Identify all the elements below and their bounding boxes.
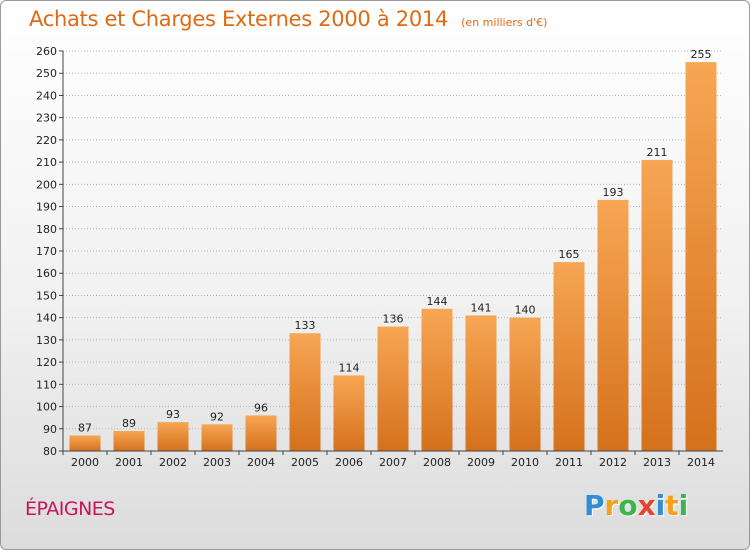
y-tick-label: 130 (36, 334, 57, 347)
x-axis: 2000 2001 2002 2003 2004 2005 2006 2007 2008 2009… (62, 450, 723, 469)
y-tick-label: 90 (43, 423, 57, 436)
x-tick-label: 2006 (335, 456, 363, 469)
y-tick-label: 140 (36, 312, 57, 325)
y-tick-label: 170 (36, 245, 57, 258)
y-tick-label: 120 (36, 356, 57, 369)
data-label-2000: 87 (78, 421, 92, 434)
commune-name: ÉPAIGNES (25, 498, 115, 520)
data-label-2006: 114 (339, 361, 360, 374)
chart-title-block: Achats et Charges Externes 2000 à 2014 (… (29, 7, 547, 31)
bar-2013 (641, 159, 673, 451)
data-label-2001: 89 (122, 417, 136, 430)
y-tick-label: 200 (36, 178, 57, 191)
x-tick-label: 2002 (159, 456, 187, 469)
logo-letter: r (604, 489, 619, 522)
logo-letter: i (655, 489, 666, 522)
bar-2002 (157, 422, 189, 451)
bar-2014 (685, 62, 717, 451)
data-label-2012: 193 (603, 186, 624, 199)
x-tick-label: 2009 (467, 456, 495, 469)
y-tick-label: 160 (36, 267, 57, 280)
chart-subtitle: (en milliers d'€) (461, 16, 548, 29)
y-tick-label: 240 (36, 89, 57, 102)
x-tick-label: 2003 (203, 456, 231, 469)
data-label-2009: 141 (471, 301, 492, 314)
y-tick-label: 190 (36, 201, 57, 214)
bar-2010 (509, 317, 541, 451)
y-tick-label: 180 (36, 223, 57, 236)
bar-2008 (421, 308, 453, 451)
y-tick-label: 220 (36, 134, 57, 147)
x-tick-label: 2001 (115, 456, 143, 469)
bar-2005 (289, 333, 321, 451)
y-tick-label: 210 (36, 156, 57, 169)
bars: 87 89 93 92 96 133 114 136 144 141 140 165 193 211 255 (69, 48, 717, 451)
x-tick-label: 2007 (379, 456, 407, 469)
y-tick-label: 250 (36, 67, 57, 80)
data-label-2008: 144 (427, 295, 448, 308)
bar-2006 (333, 375, 365, 451)
chart-title: Achats et Charges Externes 2000 à 2014 (29, 7, 449, 31)
bar-2000 (69, 435, 101, 451)
x-tick-label: 2005 (291, 456, 319, 469)
x-tick-label: 2012 (599, 456, 627, 469)
logo-letter: P (584, 489, 605, 522)
logo-letter: x (637, 489, 656, 522)
bar-2003 (201, 424, 233, 451)
x-tick-label: 2011 (555, 456, 583, 469)
data-label-2004: 96 (254, 401, 268, 414)
y-axis: 80 90 100 110 120 130 140 150 160 170 180 190 200 210… (36, 45, 64, 458)
x-tick-label: 2010 (511, 456, 539, 469)
x-tick-label: 2014 (687, 456, 715, 469)
data-label-2003: 92 (210, 410, 224, 423)
y-tick-label: 80 (43, 445, 57, 458)
proxiti-logo[interactable]: Proxiti (584, 489, 688, 522)
data-label-2007: 136 (383, 313, 404, 326)
bar-2009 (465, 315, 497, 451)
x-tick-label: 2008 (423, 456, 451, 469)
data-label-2005: 133 (295, 319, 316, 332)
bar-2012 (597, 199, 629, 451)
logo-letter: i (678, 489, 689, 522)
data-label-2010: 140 (515, 304, 536, 317)
x-tick-label: 2000 (71, 456, 99, 469)
y-tick-label: 260 (36, 45, 57, 58)
logo-letter: o (618, 489, 638, 522)
x-tick-label: 2004 (247, 456, 275, 469)
bar-2001 (113, 431, 145, 451)
y-tick-label: 150 (36, 289, 57, 302)
bar-2011 (553, 262, 585, 451)
bar-2004 (245, 415, 277, 451)
data-label-2011: 165 (559, 248, 580, 261)
bar-2007 (377, 326, 409, 451)
data-label-2013: 211 (647, 146, 668, 159)
logo-letter: t (665, 489, 679, 522)
y-tick-label: 100 (36, 401, 57, 414)
y-tick-label: 230 (36, 112, 57, 125)
x-tick-label: 2013 (643, 456, 671, 469)
data-label-2002: 93 (166, 408, 180, 421)
data-label-2014: 255 (691, 48, 712, 61)
y-tick-label: 110 (36, 378, 57, 391)
